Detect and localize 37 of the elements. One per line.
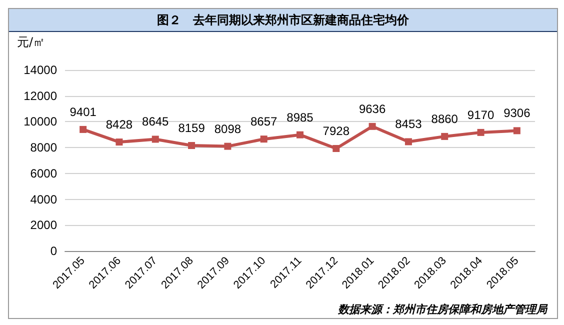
point [477,128,484,136]
point [152,136,159,143]
data-label: 8453 [395,117,422,132]
source-note: 数据来源：郑州市住房保障和房地产管理局 [337,303,548,316]
y-tick-label: 0 [50,244,58,258]
data-label: 8645 [142,114,170,129]
point [368,122,376,130]
point [116,138,123,146]
y-tick-label: 10000 [24,114,58,129]
y-tick-label: 14000 [24,63,58,77]
data-label: 8860 [431,112,458,126]
y-tick-label: 8000 [30,140,58,155]
data-label: 9636 [358,102,386,116]
data-label: 8428 [106,118,133,132]
y-tick-label: 2000 [30,218,58,232]
y-tick-label: 6000 [30,166,58,180]
data-label: 9170 [467,108,494,122]
point [404,138,412,146]
data-label: 8098 [214,122,242,136]
point [296,131,304,138]
point [80,126,87,133]
data-label: 9306 [504,106,531,120]
chart-title: 图２ 去年同期以来郑州市区新建商品住宅均价 [9,9,557,32]
y-tick-label: 12000 [24,88,58,103]
point [224,142,232,150]
point [441,132,448,140]
data-label: 7928 [322,124,350,138]
data-label: 9401 [70,104,97,119]
point [332,145,340,152]
point [260,136,268,143]
point [513,127,520,134]
point [188,142,196,150]
data-label: 8159 [178,121,206,136]
data-label: 8985 [286,110,314,124]
data-label: 8657 [250,114,278,129]
y-tick-label: 4000 [30,192,58,206]
y-axis-title: 元/㎡ [17,35,46,49]
